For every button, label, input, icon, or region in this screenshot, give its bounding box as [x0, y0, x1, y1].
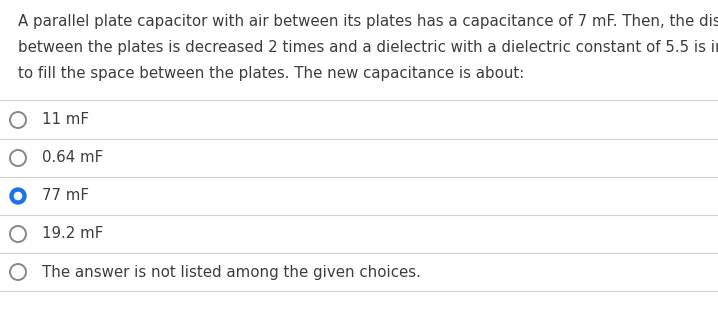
Text: between the plates is decreased 2 times and a dielectric with a dielectric const: between the plates is decreased 2 times …: [18, 40, 718, 55]
Text: A parallel plate capacitor with air between its plates has a capacitance of 7 mF: A parallel plate capacitor with air betw…: [18, 14, 718, 29]
Text: to fill the space between the plates. The new capacitance is about:: to fill the space between the plates. Th…: [18, 66, 524, 81]
Circle shape: [14, 192, 22, 200]
Text: The answer is not listed among the given choices.: The answer is not listed among the given…: [42, 264, 421, 280]
Text: 19.2 mF: 19.2 mF: [42, 227, 103, 242]
Circle shape: [10, 188, 26, 204]
Text: 77 mF: 77 mF: [42, 188, 89, 203]
Text: 0.64 mF: 0.64 mF: [42, 151, 103, 166]
Text: 11 mF: 11 mF: [42, 112, 89, 127]
